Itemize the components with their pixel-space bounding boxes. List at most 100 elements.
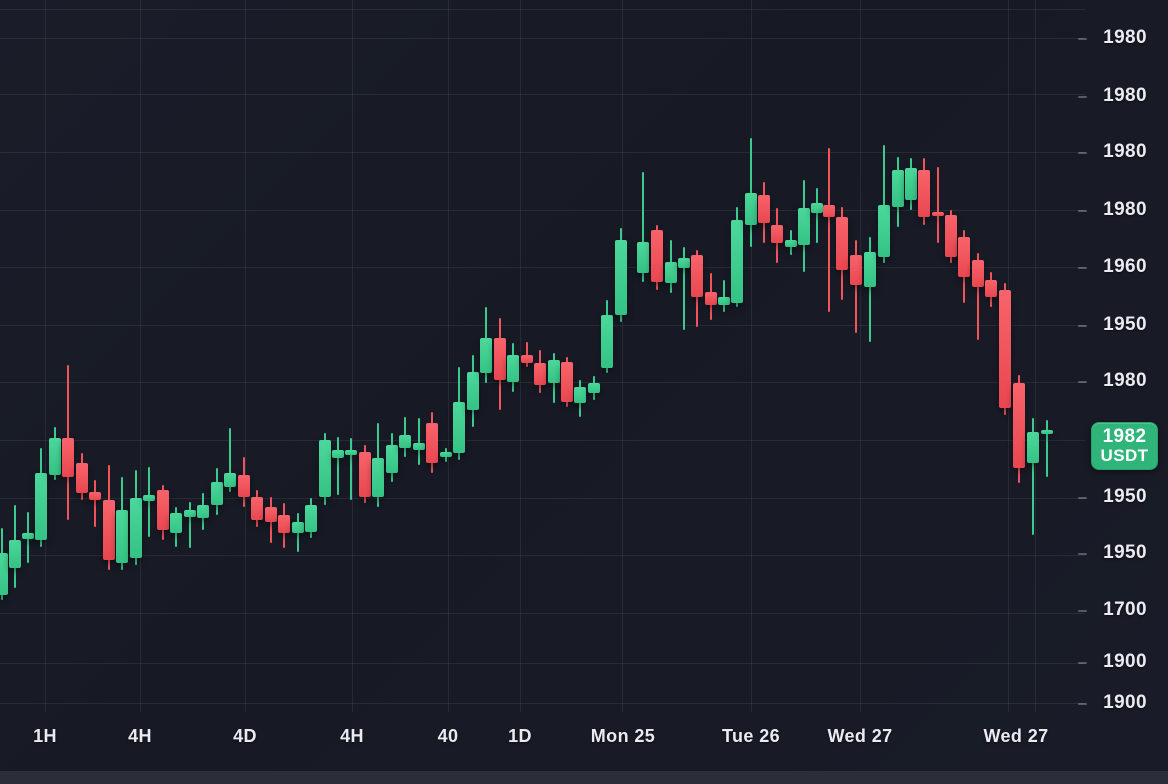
horizontal-gridline [0, 38, 1085, 39]
candle-body [507, 355, 519, 382]
candle-body [0, 553, 8, 595]
candle-body [89, 492, 101, 500]
candle-body [184, 510, 196, 517]
horizontal-gridline [0, 703, 1085, 704]
price-axis-label: 1980 [1103, 27, 1147, 48]
candle-body [705, 292, 717, 305]
candle-wick [722, 280, 726, 312]
candle-body [811, 203, 823, 213]
price-axis-label: 1700 [1103, 599, 1147, 620]
price-axis-tick [1078, 152, 1087, 154]
candle-body [1027, 432, 1039, 463]
candle-body [143, 495, 155, 501]
candle-body [932, 212, 944, 216]
candle-body [878, 205, 890, 257]
candle-body [319, 440, 331, 497]
candle-body [534, 363, 546, 385]
plot-area[interactable] [0, 0, 1085, 784]
price-axis-label: 1960 [1103, 256, 1147, 277]
candle-wick [682, 247, 686, 330]
candle-wick [882, 145, 886, 263]
candle-body [678, 258, 690, 268]
candle-body [103, 500, 115, 560]
last-price-currency: USDT [1100, 446, 1149, 466]
candle-body [918, 170, 930, 217]
candle-body [426, 423, 438, 463]
candle-body [798, 208, 810, 245]
time-axis-label: 1D [508, 726, 532, 746]
price-axis-label: 1900 [1103, 692, 1147, 713]
vertical-gridline [751, 0, 752, 712]
candle-body [892, 170, 904, 207]
candle-body [157, 490, 169, 530]
price-axis-tick [1078, 553, 1087, 555]
candle-body [116, 510, 128, 563]
candle-body [836, 217, 848, 270]
candle-body [9, 540, 21, 568]
candle-body [76, 463, 88, 493]
candle-body [561, 362, 573, 402]
candle-wick [868, 237, 872, 342]
price-axis-label: 1900 [1103, 651, 1147, 672]
candle-body [197, 505, 209, 518]
price-axis-label: 1980 [1103, 199, 1147, 220]
candle-body [548, 360, 560, 383]
candle-body [985, 280, 997, 297]
horizontal-gridline [0, 555, 1085, 556]
time-axis-label: 40 [437, 726, 459, 746]
candle-body [305, 505, 317, 532]
time-axis-label: Wed 27 [827, 726, 893, 746]
candle-body [1013, 383, 1025, 468]
horizontal-gridline [0, 440, 1085, 441]
time-axis-label: 4H [340, 726, 364, 746]
candle-body [521, 355, 533, 363]
candle-wick [749, 138, 753, 247]
candle-body [130, 498, 142, 558]
candle-body [665, 262, 677, 283]
candle-body [22, 533, 34, 539]
candle-body [758, 195, 770, 223]
vertical-gridline [622, 0, 623, 712]
candle-body [386, 445, 398, 473]
price-axis-tick [1078, 662, 1087, 664]
candle-body [1041, 430, 1053, 434]
candle-body [359, 452, 371, 497]
vertical-gridline [45, 0, 46, 712]
candle-body [480, 338, 492, 373]
last-price-badge: 1982 USDT [1091, 422, 1158, 470]
candle-body [440, 452, 452, 457]
price-axis-tick [1078, 497, 1087, 499]
price-axis-tick [1078, 381, 1087, 383]
vertical-gridline [1035, 0, 1036, 712]
candle-body [771, 225, 783, 243]
candle-body [35, 473, 47, 540]
time-axis-label: Tue 26 [721, 726, 781, 746]
candle-body [345, 450, 357, 455]
candle-body [49, 438, 61, 475]
candle-body [292, 522, 304, 533]
candle-body [637, 242, 649, 273]
candle-body [864, 252, 876, 287]
candle-body [278, 515, 290, 533]
candle-body [972, 260, 984, 287]
candle-body [999, 290, 1011, 408]
price-axis-tick [1078, 610, 1087, 612]
candle-body [945, 215, 957, 257]
time-axis-label: Mon 25 [590, 726, 656, 746]
candle-wick [188, 502, 192, 548]
candle-body [785, 240, 797, 247]
time-axis-label: 4H [128, 726, 152, 746]
candle-wick [349, 438, 353, 500]
candle-wick [854, 240, 858, 333]
candle-body [651, 230, 663, 282]
price-axis-tick [1078, 703, 1087, 705]
price-axis-label: 1980 [1103, 370, 1147, 391]
candle-body [224, 473, 236, 487]
last-price-value: 1982 [1102, 425, 1147, 447]
horizontal-gridline [0, 94, 1085, 95]
candle-body [691, 255, 703, 297]
candle-wick [93, 480, 97, 527]
candle-body [615, 240, 627, 315]
horizontal-gridline [0, 613, 1085, 614]
